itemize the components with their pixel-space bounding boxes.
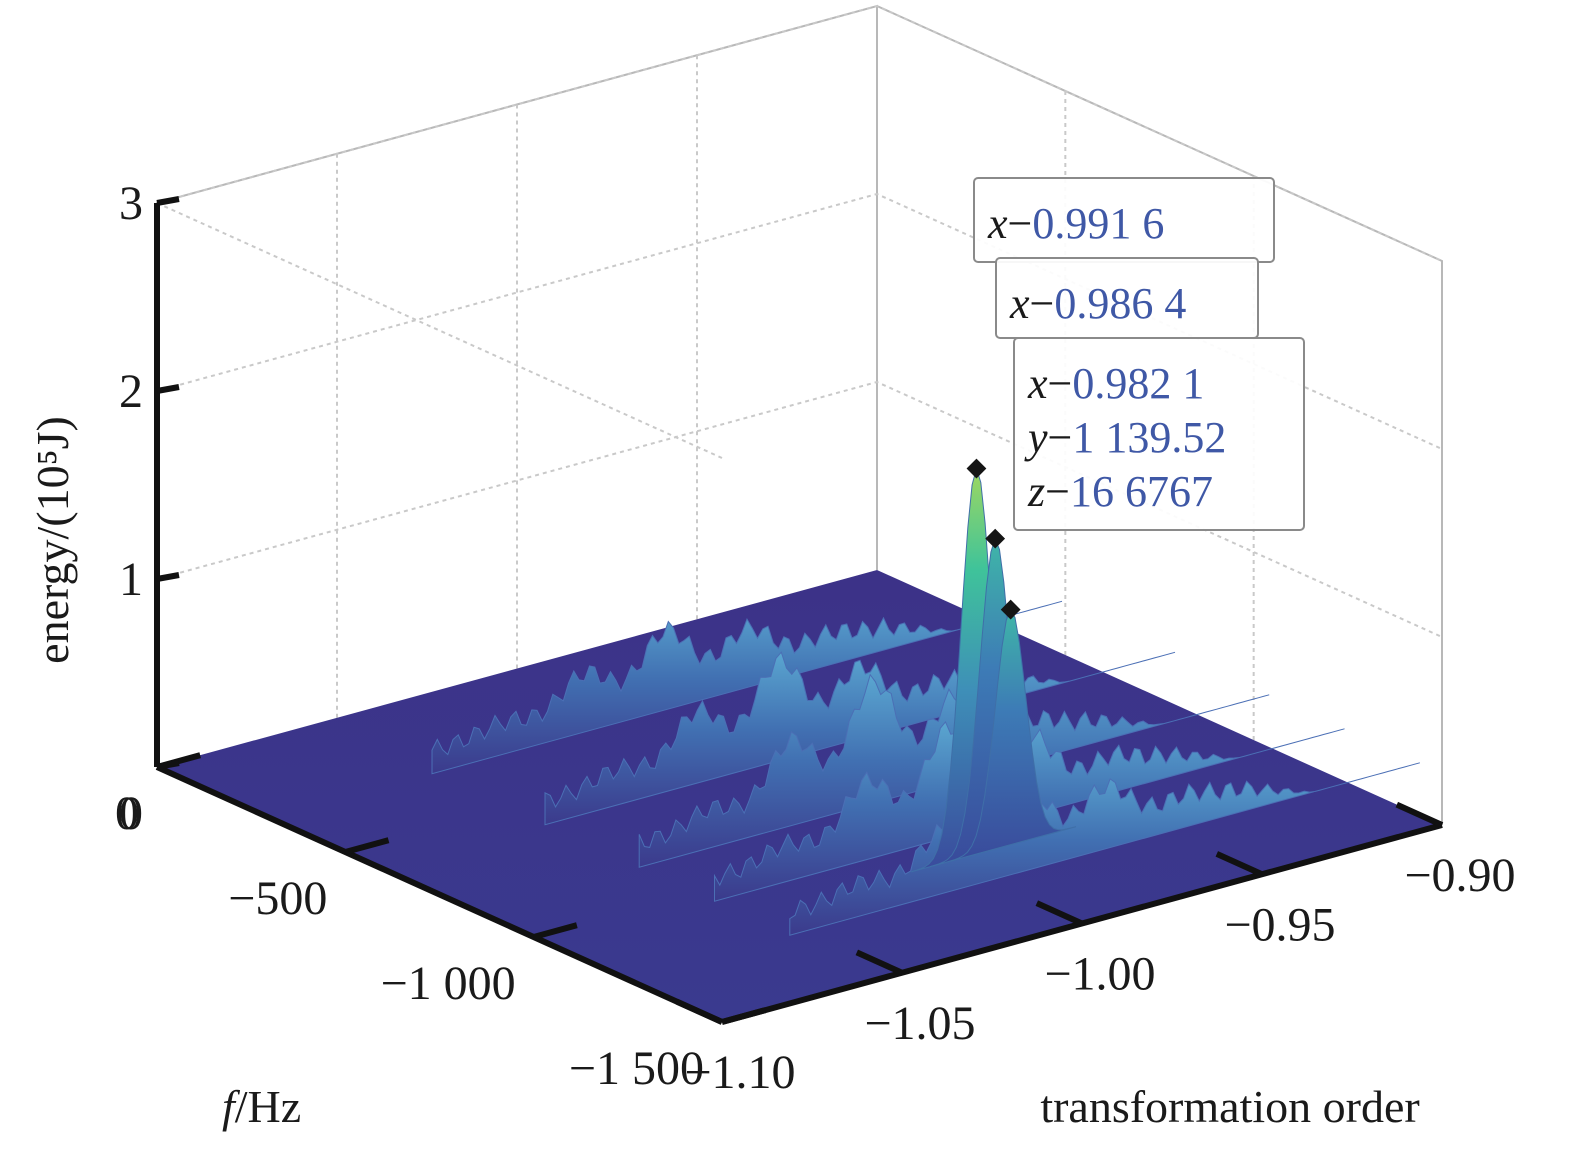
y-axis-line	[155, 764, 724, 1025]
y-tick-label: −1 500	[569, 1042, 704, 1095]
z-axis-title: energy/(10⁵J)	[27, 416, 78, 664]
y-tick-label: −1 000	[381, 957, 516, 1010]
datatip-key: x	[1027, 359, 1048, 408]
x-tick-label: −0.95	[1224, 898, 1335, 951]
datatip-line: y−1 139.52	[1024, 413, 1226, 462]
z-grid-line	[156, 192, 1443, 450]
z-tick-label: 0	[119, 787, 143, 840]
datatip-sep: −	[1048, 359, 1073, 408]
z-tick-label: 3	[119, 177, 143, 230]
axes: −1.10 −1.05 −1.00 −0.95 −0.90 −1 500 −1 000 −50…	[115, 177, 1516, 1099]
datatip-markers	[966, 458, 1021, 620]
z-tick	[156, 196, 180, 206]
z-tick-label: 1	[119, 553, 143, 606]
surface-ridge-row	[789, 762, 1420, 936]
z-grid-line	[156, 380, 1443, 638]
datatip-key: x	[987, 199, 1008, 248]
y-tick	[721, 1007, 766, 1025]
z-tick	[156, 760, 180, 770]
datatip-box	[1013, 337, 1305, 531]
x-tick-label: −1.05	[864, 997, 975, 1050]
x-tick-label: −0.90	[1404, 849, 1515, 902]
y-tick	[344, 837, 390, 855]
datatip-sep: −	[1045, 467, 1070, 516]
datatip-key: x	[1009, 279, 1030, 328]
datatip-marker	[1000, 599, 1021, 620]
y-tick-label: −500	[228, 872, 327, 925]
x-axis-title: transformation order	[1040, 1081, 1419, 1132]
datatip-sep: −	[1030, 279, 1055, 328]
top-edge-left	[156, 202, 723, 459]
datatip-key: z	[1027, 467, 1045, 516]
x-tick-label: −1.10	[684, 1046, 795, 1099]
y-tick	[532, 922, 578, 940]
z-tick	[156, 384, 180, 394]
datatip-line: z−16 6767	[1027, 467, 1213, 516]
datatip-key: y	[1024, 413, 1048, 462]
z-tick	[156, 572, 180, 582]
y-axis-title: f/Hz	[222, 1081, 301, 1132]
datatip-line: x−0.982 1	[1027, 359, 1204, 408]
datatip-line: x−0.991 6	[987, 199, 1164, 248]
datatip-value: 0.986 4	[1054, 279, 1186, 328]
datatip-marker	[966, 458, 987, 479]
z-grid-line	[156, 4, 1443, 262]
x-tick-label: −1.00	[1044, 948, 1155, 1001]
x-tick	[855, 949, 904, 976]
x-tick	[1035, 900, 1084, 927]
datatip-value: 0.982 1	[1072, 359, 1204, 408]
x-tick	[1215, 851, 1264, 877]
y-tick-label: 0	[115, 787, 139, 840]
datatip-value: 0.991 6	[1032, 199, 1164, 248]
z-tick-label: 2	[119, 365, 143, 418]
datatip-value: 16 6767	[1070, 467, 1213, 516]
x-tick	[1395, 801, 1444, 828]
datatip-value: 1 139.52	[1072, 413, 1226, 462]
datatip-line: x−0.986 4	[1009, 279, 1186, 328]
surface-peak	[945, 608, 1076, 863]
datatip-marker	[985, 528, 1006, 549]
datatips: x−0.991 6x−0.986 4x−0.982 1y−1 139.52z−1…	[973, 177, 1305, 531]
x-tick	[675, 998, 724, 1025]
datatip-sep: −	[1008, 199, 1033, 248]
y-axis-title-rest: /Hz	[235, 1081, 301, 1132]
datatip-sep: −	[1048, 413, 1073, 462]
